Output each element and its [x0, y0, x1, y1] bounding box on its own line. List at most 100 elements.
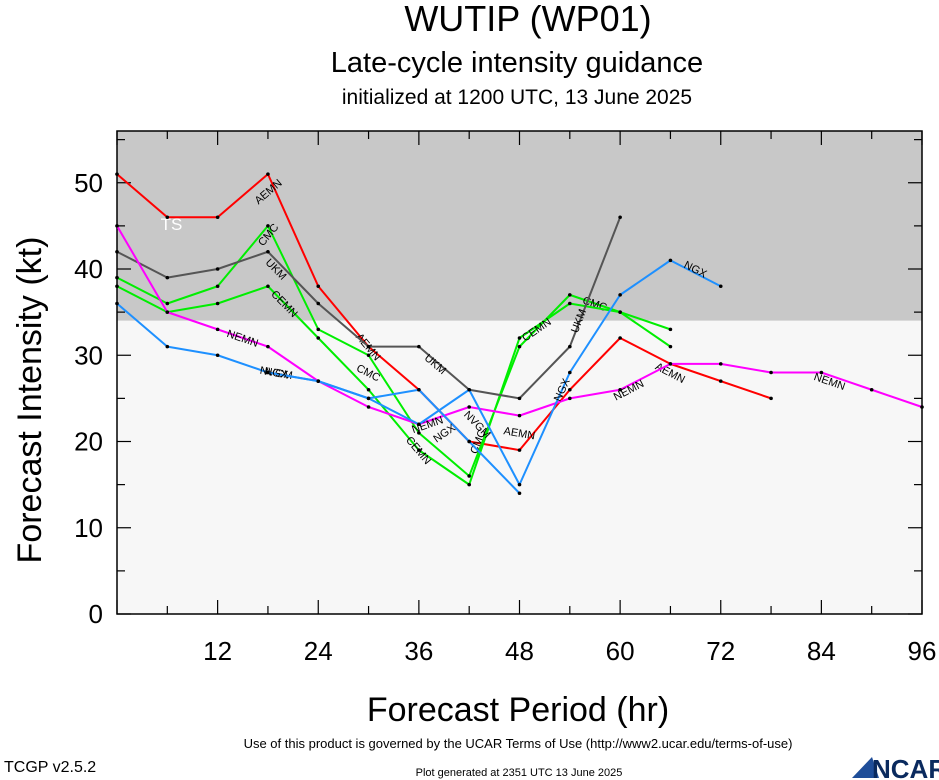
terms-notice: Use of this product is governed by the U…	[244, 736, 793, 751]
series-cemn-point	[517, 336, 522, 340]
series-cmc-point	[316, 327, 321, 332]
series-ngx-point	[618, 293, 622, 297]
series-nemn-point	[618, 387, 622, 392]
series-cmc-point	[115, 275, 119, 280]
series-ngx-point	[467, 387, 471, 392]
y-tick-label: 40	[74, 254, 103, 284]
x-tick-label: 36	[404, 636, 433, 666]
y-tick-label: 0	[89, 599, 103, 629]
series-ngx-point	[668, 258, 673, 263]
series-cemn-point	[115, 284, 119, 289]
series-aemn-point	[568, 387, 572, 392]
series-nemn-point	[718, 362, 723, 366]
series-nemn-point	[266, 344, 270, 349]
series-ukm-point	[618, 215, 622, 220]
series-ukm-point	[165, 275, 170, 280]
y-tick-label: 30	[74, 340, 103, 370]
series-aemn-label: AEMN	[503, 425, 536, 442]
series-ukm-point	[417, 344, 421, 349]
series-ngx-label: NGX	[263, 366, 289, 382]
series-nemn-point	[517, 413, 522, 418]
x-tick-label: 60	[606, 636, 635, 666]
series-cemn-point	[618, 310, 622, 314]
band-label: TS	[161, 215, 183, 234]
series-aemn-point	[215, 215, 220, 220]
series-ukm-point	[366, 344, 371, 349]
series-aemn-point	[618, 336, 622, 340]
series-ngx-line	[267, 259, 722, 486]
series-cmc-point	[266, 224, 270, 228]
series-cemn-point	[467, 482, 471, 487]
series-nemn-point	[668, 362, 673, 366]
series-aemn-point	[165, 215, 170, 220]
x-tick-label: 48	[505, 636, 534, 666]
x-tick-label: 24	[304, 636, 333, 666]
series-ngx-point	[417, 422, 421, 427]
series-nemn-point	[819, 370, 824, 375]
band-ts	[117, 131, 922, 321]
y-tick-label: 10	[74, 513, 103, 543]
x-tick-label: 72	[706, 636, 735, 666]
series-ukm-point	[517, 396, 522, 401]
ncar-logo: NCAR	[852, 754, 939, 780]
series-nemn-point	[215, 327, 220, 332]
ncar-logo-text: NCAR	[872, 754, 939, 780]
series-ukm-point	[215, 267, 220, 271]
version-label: TCGP v2.5.2	[4, 759, 96, 776]
series-ngx-point	[316, 379, 321, 383]
x-axis-label: Forecast Period (hr)	[367, 691, 669, 729]
series-aemn-point	[769, 396, 773, 401]
series-nvgm-point	[165, 344, 170, 349]
series-cemn-point	[568, 301, 572, 306]
series-cemn-point	[417, 448, 421, 452]
series-cemn-point	[366, 387, 371, 392]
series-ukm-point	[115, 249, 119, 254]
y-axis-label: Forecast Intensity (kt)	[11, 237, 49, 564]
series-nemn-point	[568, 396, 572, 401]
series-nvgm-point	[467, 439, 471, 444]
series-cmc-point	[668, 344, 673, 349]
series-nvgm-point	[517, 491, 522, 496]
ncar-logo-mark	[852, 757, 879, 778]
y-tick-label: 50	[74, 168, 103, 198]
chart-subtitle: Late-cycle intensity guidance	[331, 47, 703, 79]
series-aemn-point	[115, 172, 119, 176]
series-nemn-point	[165, 310, 170, 314]
series-cmc-point	[215, 284, 220, 289]
series-ngx-point	[568, 370, 572, 375]
band-below-ts	[117, 320, 922, 614]
series-cmc-point	[568, 293, 572, 297]
series-cmc-point	[417, 431, 421, 435]
series-ukm-point	[316, 301, 321, 306]
series-aemn-point	[316, 284, 321, 289]
series-nemn-point	[467, 405, 471, 409]
series-cemn-point	[266, 284, 270, 289]
series-nemn-point	[115, 224, 119, 228]
series-cemn-point	[215, 301, 220, 306]
series-cmc-point	[366, 353, 371, 358]
series-cmc-point	[517, 344, 522, 349]
series-cemn-line	[116, 285, 671, 486]
series-ngx-point	[718, 284, 723, 289]
series-aemn-point	[517, 448, 522, 452]
y-tick-label: 20	[74, 427, 103, 457]
series-nvgm-point	[115, 301, 119, 306]
series-cmc-point	[467, 474, 471, 478]
x-tick-label: 96	[908, 636, 937, 666]
series-nemn-point	[769, 370, 773, 375]
generated-stamp: Plot generated at 2351 UTC 13 June 2025	[416, 767, 623, 779]
series-aemn-point	[718, 379, 723, 383]
series-cemn-point	[316, 336, 321, 340]
init-line: initialized at 1200 UTC, 13 June 2025	[342, 86, 692, 109]
x-tick-label: 84	[807, 636, 836, 666]
series-ukm-point	[266, 249, 270, 254]
series-nemn-point	[366, 405, 371, 409]
series-ngx-point	[517, 482, 522, 487]
x-tick-label: 12	[203, 636, 232, 666]
series-ngx-point	[266, 370, 270, 375]
series-nemn-point	[869, 387, 874, 392]
series-cemn-point	[668, 327, 673, 332]
series-nvgm-point	[417, 387, 421, 392]
